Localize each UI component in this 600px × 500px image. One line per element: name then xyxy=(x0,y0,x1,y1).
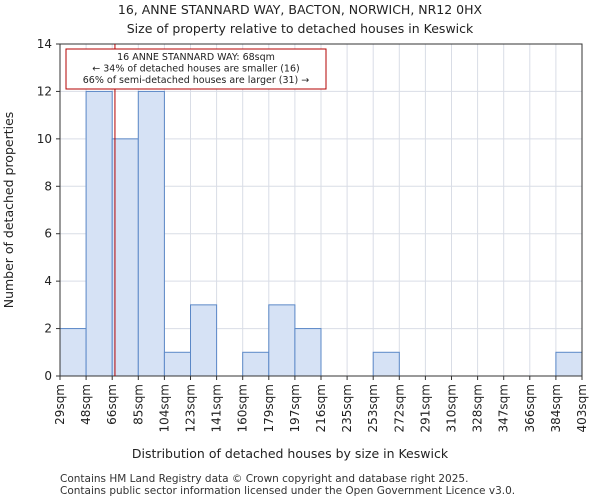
x-tick-label-384sqm: 384sqm xyxy=(549,384,563,432)
y-tick-label-3: 6 xyxy=(44,227,52,241)
x-tick-label-197sqm: 197sqm xyxy=(288,384,302,432)
x-tick-label-123sqm: 123sqm xyxy=(184,384,198,432)
y-tick-label-6: 12 xyxy=(37,84,52,98)
bar-253sqm xyxy=(372,351,400,377)
footer-line-1: Contains HM Land Registry data © Crown c… xyxy=(60,473,468,485)
x-tick-label-403sqm: 403sqm xyxy=(575,384,589,432)
y-tick-label-2: 4 xyxy=(44,274,52,288)
bar-85sqm xyxy=(137,90,165,377)
bar-104sqm xyxy=(163,351,191,377)
chart-subtitle: Size of property relative to detached ho… xyxy=(127,21,474,36)
x-tick-label-291sqm: 291sqm xyxy=(418,384,432,432)
x-tick-label-160sqm: 160sqm xyxy=(236,384,250,432)
bar-160sqm xyxy=(242,351,270,377)
bar-29sqm xyxy=(59,328,87,377)
x-tick-label-29sqm: 29sqm xyxy=(53,384,67,425)
x-tick-label-179sqm: 179sqm xyxy=(262,384,276,432)
y-tick-label-4: 8 xyxy=(44,179,52,193)
x-tick-labels: 29sqm 48sqm 66sqm 85sqm 104sqm 123sqm 141sqm 16… xyxy=(53,384,589,432)
x-tick-label-272sqm: 272sqm xyxy=(392,384,406,432)
x-tick-label-104sqm: 104sqm xyxy=(157,384,171,432)
axes xyxy=(56,43,583,380)
x-tick-label-347sqm: 347sqm xyxy=(497,384,511,432)
y-tick-label-7: 14 xyxy=(37,37,52,51)
x-tick-label-328sqm: 328sqm xyxy=(471,384,485,432)
x-tick-label-216sqm: 216sqm xyxy=(314,384,328,432)
y-axis-label: Number of detached properties xyxy=(1,112,16,309)
x-tick-label-366sqm: 366sqm xyxy=(523,384,537,432)
bars xyxy=(59,90,583,377)
bar-179sqm xyxy=(268,304,296,377)
x-tick-label-85sqm: 85sqm xyxy=(131,384,145,425)
bar-48sqm xyxy=(85,90,113,377)
bar-384sqm xyxy=(555,351,583,377)
x-tick-label-235sqm: 235sqm xyxy=(340,384,354,432)
annotation-line-2: ← 34% of detached houses are smaller (16… xyxy=(92,64,299,75)
bar-66sqm xyxy=(111,138,139,377)
bar-197sqm xyxy=(294,328,322,377)
annotation-line-3: 66% of semi-detached houses are larger (… xyxy=(83,75,310,86)
x-tick-label-310sqm: 310sqm xyxy=(445,384,459,432)
y-tick-labels: 0 2 4 6 8 10 12 14 xyxy=(37,37,52,383)
annotation-box xyxy=(65,48,327,90)
y-tick-label-5: 10 xyxy=(37,132,52,146)
x-tick-label-253sqm: 253sqm xyxy=(366,384,380,432)
y-tick-label-0: 0 xyxy=(44,369,52,383)
y-tick-label-1: 2 xyxy=(44,322,52,336)
x-tick-label-66sqm: 66sqm xyxy=(105,384,119,425)
annotation-line-1: 16 ANNE STANNARD WAY: 68sqm xyxy=(117,52,275,63)
x-axis-label: Distribution of detached houses by size … xyxy=(132,446,449,461)
chart-title: 16, ANNE STANNARD WAY, BACTON, NORWICH, … xyxy=(118,2,483,17)
footer-line-2: Contains public sector information licen… xyxy=(60,485,515,497)
bar-123sqm xyxy=(190,304,218,377)
x-tick-label-48sqm: 48sqm xyxy=(79,384,93,425)
x-tick-label-141sqm: 141sqm xyxy=(210,384,224,432)
